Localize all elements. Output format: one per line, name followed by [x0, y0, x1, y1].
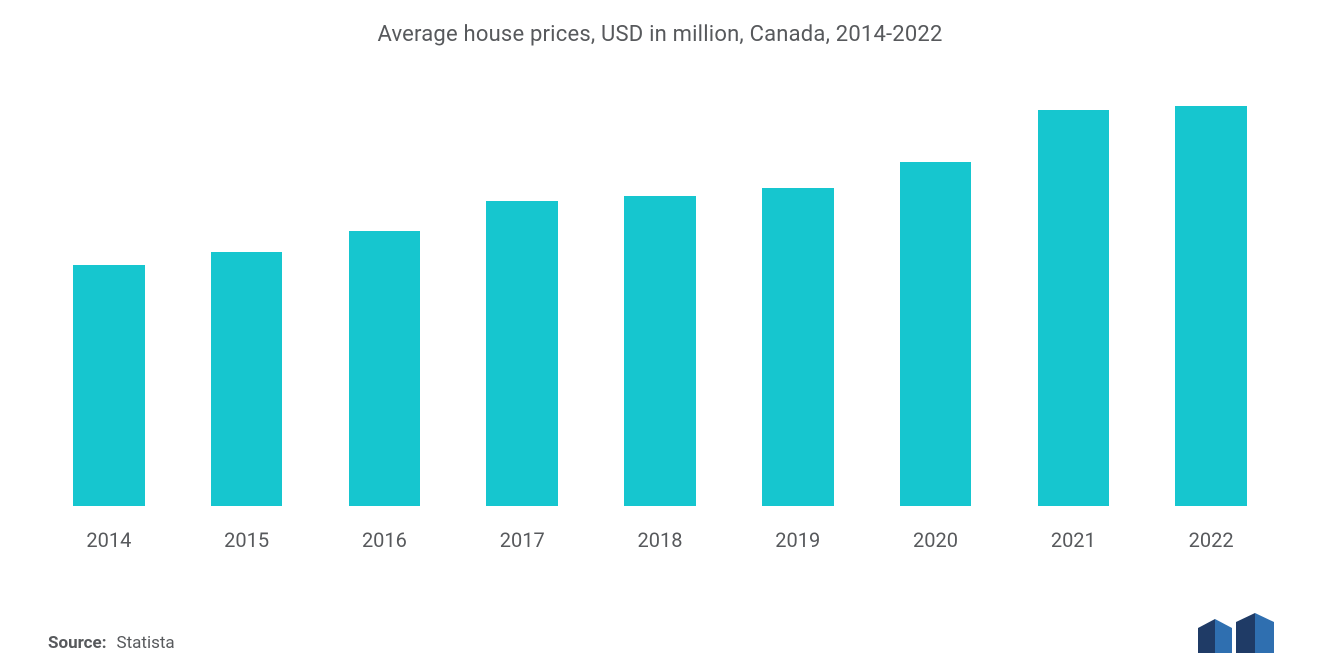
source-label: Source: [48, 633, 106, 653]
x-tick-label: 2022 [1142, 528, 1280, 552]
bar [211, 252, 283, 506]
footer: Source: Statista [48, 613, 1276, 653]
brand-logo-icon [1198, 613, 1276, 653]
x-tick-label: 2015 [178, 528, 316, 552]
x-tick-label: 2018 [591, 528, 729, 552]
bar-slot [1175, 76, 1247, 506]
bar [73, 265, 145, 506]
bar [1175, 106, 1247, 506]
bar [900, 162, 972, 506]
bar [624, 196, 696, 506]
plot-area [40, 76, 1280, 506]
brand-logo [1198, 613, 1276, 653]
x-tick-label: 2014 [40, 528, 178, 552]
x-tick-label: 2016 [316, 528, 454, 552]
bar [349, 231, 421, 506]
bar-slot [624, 76, 696, 506]
bar-slot [349, 76, 421, 506]
source-line: Source: Statista [48, 633, 175, 653]
bar-slot [486, 76, 558, 506]
bar-slot [211, 76, 283, 506]
bar [1038, 110, 1110, 506]
x-tick-label: 2017 [453, 528, 591, 552]
bar [762, 188, 834, 506]
bar-slot [900, 76, 972, 506]
chart-title: Average house prices, USD in million, Ca… [0, 22, 1320, 47]
x-tick-label: 2020 [867, 528, 1005, 552]
bar-slot [1038, 76, 1110, 506]
bar-slot [762, 76, 834, 506]
bar-slot [73, 76, 145, 506]
x-tick-label: 2019 [729, 528, 867, 552]
x-tick-label: 2021 [1004, 528, 1142, 552]
source-value: Statista [116, 633, 174, 653]
bar [486, 201, 558, 506]
